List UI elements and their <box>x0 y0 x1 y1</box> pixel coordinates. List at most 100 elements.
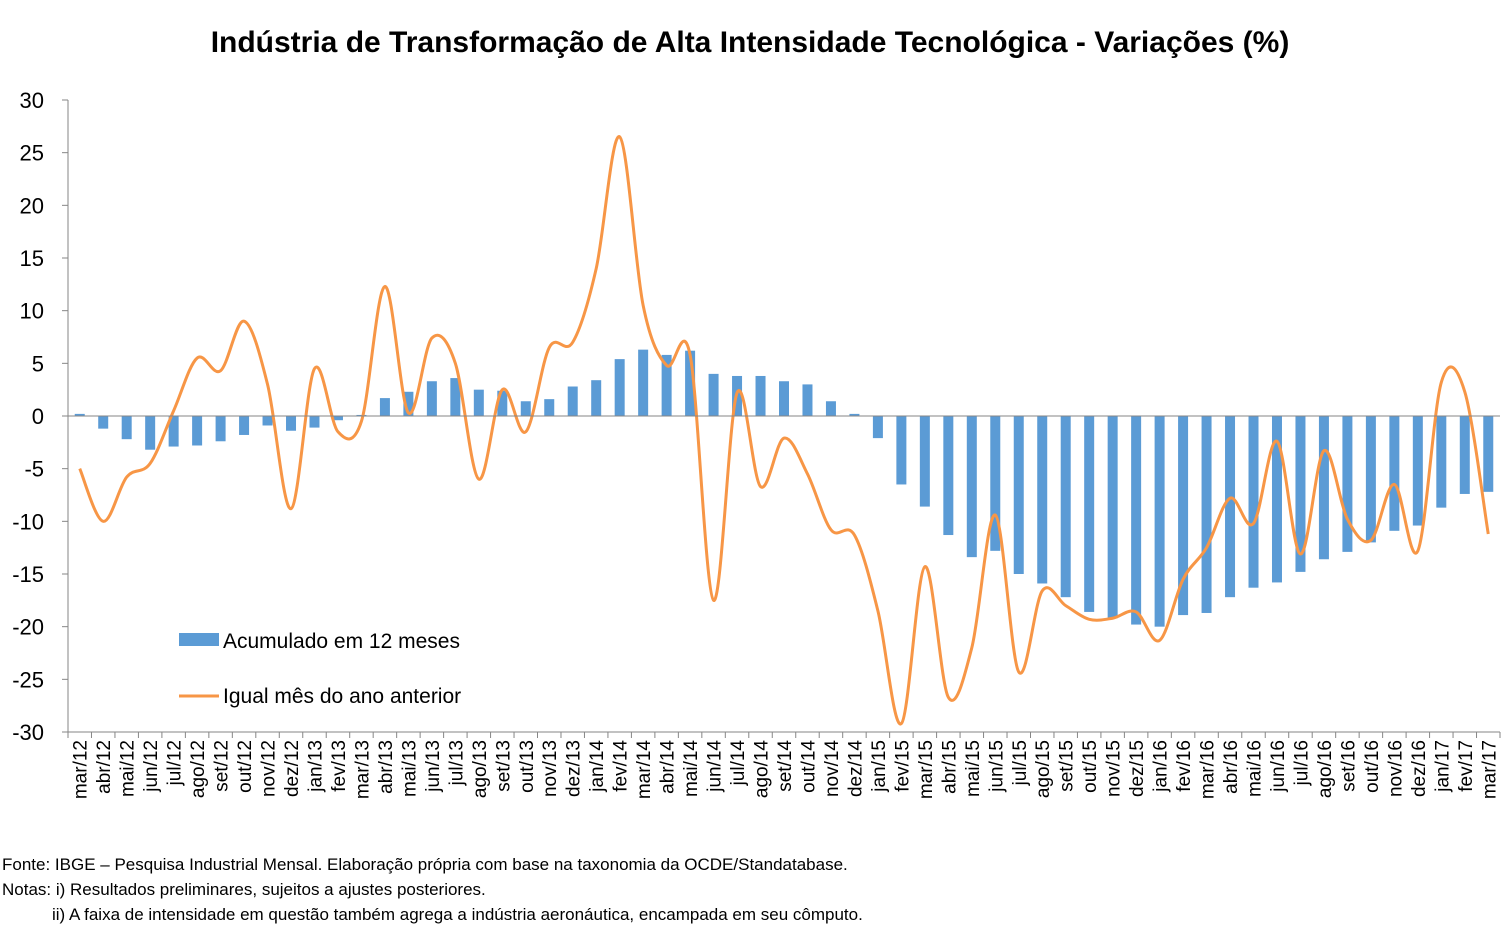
bar <box>74 413 85 416</box>
x-tick-label: fev/17 <box>1456 740 1477 792</box>
x-tick-label: jul/14 <box>728 740 749 787</box>
bar <box>520 401 531 416</box>
x-tick-label: dez/14 <box>845 740 866 797</box>
bar <box>1037 416 1048 584</box>
bar <box>849 413 860 416</box>
x-axis: mar/12 abr/12 mai/12 jun/12 jul/12 ago/12 set/… <box>67 731 1501 800</box>
bar <box>1271 416 1282 583</box>
y-axis: 30 25 20 15 10 5 0 -5 -10 -15 -20 -25 -30 <box>12 88 69 745</box>
bar <box>919 416 930 507</box>
x-tick-label: out/15 <box>1080 740 1101 793</box>
legend-bar-label: Acumulado em 12 meses <box>223 630 460 653</box>
bar <box>239 416 250 435</box>
legend-bar-swatch <box>179 633 219 646</box>
bar <box>98 416 109 429</box>
x-tick-label: nov/12 <box>259 740 280 797</box>
x-tick-label: mai/13 <box>399 740 420 797</box>
bar <box>1483 416 1494 492</box>
x-tick-label: mar/15 <box>916 740 937 799</box>
bar <box>497 390 508 416</box>
x-tick-label: mai/16 <box>1245 740 1266 797</box>
bar <box>403 391 414 416</box>
x-tick-label: set/12 <box>212 740 233 792</box>
bar <box>1459 416 1470 494</box>
x-tick-label: set/15 <box>1057 740 1078 792</box>
x-tick-label: set/16 <box>1338 740 1359 792</box>
x-tick-label: jun/15 <box>986 740 1007 793</box>
source-note: Fonte: IBGE – Pesquisa Industrial Mensal… <box>2 855 848 874</box>
bar <box>426 381 437 416</box>
y-tick-label: -20 <box>12 615 44 640</box>
x-tick-label: jun/16 <box>1268 740 1289 793</box>
x-tick-label: mar/13 <box>352 740 373 799</box>
x-tick-label: nov/13 <box>540 740 561 797</box>
y-tick-label: 30 <box>20 88 44 113</box>
x-tick-label: abr/12 <box>94 740 115 794</box>
x-tick-label: fev/13 <box>329 740 350 792</box>
x-tick-label: jul/16 <box>1291 740 1312 786</box>
x-tick-label: set/13 <box>493 740 514 792</box>
x-tick-label: fev/14 <box>611 740 632 792</box>
x-tick-label: fev/16 <box>1174 740 1195 792</box>
note-1: Notas: i) Resultados preliminares, sujei… <box>2 880 486 899</box>
y-tick-label: 20 <box>20 193 44 218</box>
y-tick-label: -10 <box>12 509 44 534</box>
bar <box>450 378 461 416</box>
x-tick-label: jan/14 <box>587 740 608 793</box>
x-tick-label: fev/15 <box>892 740 913 792</box>
y-tick-label: 0 <box>32 404 44 429</box>
bar <box>567 386 578 416</box>
bar <box>168 416 179 447</box>
bar <box>685 350 696 416</box>
x-tick-label: out/13 <box>517 740 538 793</box>
bar <box>1412 416 1423 526</box>
bar <box>309 416 320 428</box>
x-tick-label: mai/14 <box>681 740 702 797</box>
x-tick-label: mar/12 <box>71 740 92 799</box>
chart-title: Indústria de Transformação de Alta Inten… <box>211 26 1290 59</box>
bar <box>1084 416 1095 612</box>
bar <box>1436 416 1447 508</box>
bar <box>544 399 555 416</box>
x-tick-label: abr/14 <box>658 740 679 794</box>
bar <box>1365 416 1376 543</box>
bar <box>638 349 649 416</box>
y-tick-label: 15 <box>20 246 44 271</box>
y-tick-label: -25 <box>12 667 44 692</box>
bar <box>943 416 954 536</box>
bar <box>215 416 226 442</box>
bar <box>121 416 132 440</box>
legend-line-label: Igual mês do ano anterior <box>223 685 461 708</box>
x-tick-label: dez/13 <box>564 740 585 797</box>
x-tick-label: jan/17 <box>1432 740 1453 793</box>
x-tick-label: jan/15 <box>869 740 890 793</box>
bar <box>286 416 297 431</box>
bar <box>591 380 602 416</box>
x-tick-label: ago/15 <box>1033 740 1054 798</box>
bar <box>990 416 1001 551</box>
x-tick-label: mar/14 <box>634 740 655 800</box>
line-series <box>78 135 1490 726</box>
bar <box>802 384 813 416</box>
x-tick-label: nov/14 <box>822 740 843 797</box>
bar <box>825 401 836 416</box>
x-tick-label: mar/16 <box>1198 740 1219 799</box>
bar <box>1131 416 1142 625</box>
x-tick-label: ago/13 <box>470 740 491 798</box>
bar <box>192 416 203 446</box>
y-tick-label: 25 <box>20 141 44 166</box>
x-tick-label: dez/16 <box>1409 740 1430 797</box>
bar <box>332 416 343 421</box>
x-tick-label: jul/12 <box>165 740 186 786</box>
x-tick-label: out/16 <box>1362 740 1383 793</box>
bar <box>1178 416 1189 616</box>
bar <box>473 389 484 416</box>
bar <box>1225 416 1236 598</box>
x-tick-label: out/14 <box>798 740 819 793</box>
bar <box>755 375 766 416</box>
y-tick-label: 5 <box>32 351 44 376</box>
x-tick-label: ago/16 <box>1315 740 1336 798</box>
bar <box>661 354 672 416</box>
bar <box>1107 416 1118 619</box>
